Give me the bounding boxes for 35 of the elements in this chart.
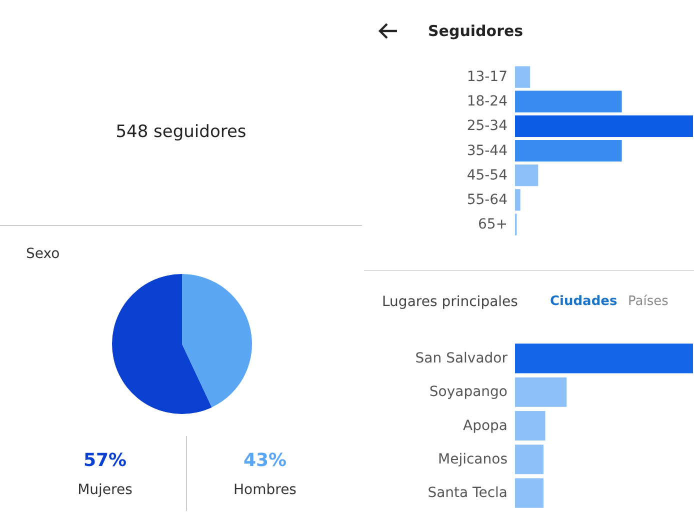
chart-title: Seguidores <box>428 22 524 40</box>
bar <box>515 478 544 508</box>
data-label: 43% <box>242 450 288 471</box>
y-tick-label: 25-34 <box>466 118 508 134</box>
text: Países <box>628 294 668 309</box>
y-tick-label: 45-54 <box>466 167 508 184</box>
text: Ciudades <box>550 294 618 309</box>
bar <box>515 189 520 211</box>
y-tick-label: 18-24 <box>466 94 508 110</box>
bar <box>515 164 538 186</box>
y-tick-label: Santa Tecla <box>428 485 508 502</box>
y-tick-label: Mejicanos <box>438 451 508 468</box>
slice-label: Mujeres <box>76 482 134 498</box>
pie-slice <box>182 274 252 408</box>
bar <box>515 66 530 88</box>
y-tick-label: Soyapango <box>429 384 508 400</box>
y-tick-label: 55-64 <box>466 192 508 208</box>
y-tick-label: Apopa <box>463 418 508 434</box>
chart-title: Lugares principales <box>382 294 518 310</box>
bar <box>515 140 622 162</box>
pie-slice <box>112 274 212 414</box>
text: 548 seguidores <box>114 122 248 142</box>
chart-title: Sexo <box>26 246 60 262</box>
slice-label: Hombres <box>232 482 298 498</box>
y-tick-label: San Salvador <box>415 350 508 366</box>
data-label: 57% <box>82 450 128 471</box>
bar <box>515 344 693 374</box>
bar <box>515 444 544 474</box>
y-tick-label: 35-44 <box>466 142 508 159</box>
bar <box>515 377 567 407</box>
bar <box>515 410 546 441</box>
bar <box>515 115 693 137</box>
bar <box>515 90 622 112</box>
y-tick-label: 13-17 <box>466 69 508 86</box>
y-tick-label: 65+ <box>478 216 508 232</box>
